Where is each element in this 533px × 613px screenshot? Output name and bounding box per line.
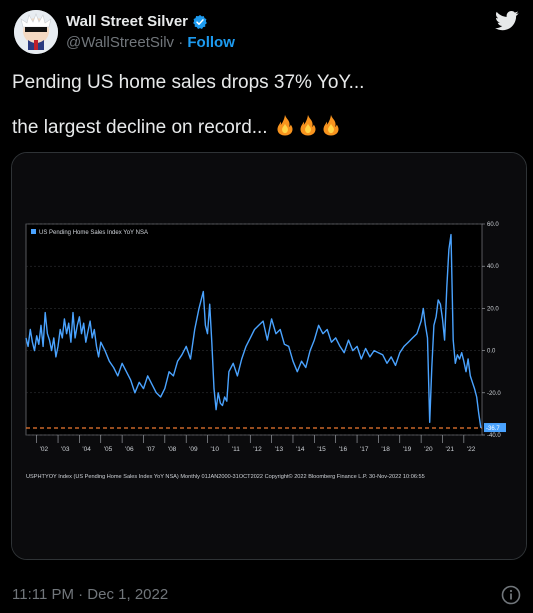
fire-icon (297, 114, 319, 144)
author-handle[interactable]: @WallStreetSilv (66, 34, 175, 51)
x-tick-label: '07 (146, 446, 155, 453)
x-tick-label: '16 (339, 446, 348, 453)
y-tick-label: -40.0 (487, 433, 501, 439)
tweet-media-card[interactable]: '02 '03 '04 '05 '06 '07 '08 '09 '10 '11 '12 '13 '14 '… (11, 152, 527, 560)
legend-label: US Pending Home Sales Index YoY NSA (39, 230, 148, 236)
tweet-timestamp[interactable]: 11:11 PM · Dec 1, 2022 (12, 586, 169, 603)
x-tick-label: '15 (317, 446, 326, 453)
info-icon[interactable] (501, 585, 521, 605)
fire-icon (274, 114, 296, 144)
x-tick-label: '08 (168, 446, 177, 453)
y-tick-label: 20.0 (487, 306, 499, 312)
x-tick-label: '20 (424, 446, 433, 453)
y-tick-label: 0.0 (487, 349, 496, 355)
x-tick-label: '13 (275, 446, 284, 453)
y-tick-label: 40.0 (487, 264, 499, 270)
x-tick-label: '21 (445, 446, 454, 453)
legend-swatch (31, 229, 36, 234)
x-tick-label: '18 (381, 446, 390, 453)
twitter-bird-icon[interactable] (495, 10, 519, 32)
grid-lines (26, 223, 482, 436)
x-tick-label: '14 (296, 446, 305, 453)
separator-dot: · (178, 34, 184, 51)
last-value-label: -36.7 (486, 426, 500, 432)
x-tick-label: '05 (104, 446, 113, 453)
avatar[interactable] (14, 10, 58, 54)
follow-button[interactable]: Follow (187, 34, 235, 51)
avatar-image (14, 10, 58, 54)
x-tick-label: '17 (360, 446, 369, 453)
y-axis-ticks: 60.0 40.0 20.0 0.0 -20.0 -40.0 (482, 222, 501, 439)
x-tick-label: '22 (467, 446, 476, 453)
x-tick-label: '04 (82, 446, 91, 453)
verified-badge-icon (192, 14, 208, 30)
x-tick-label: '03 (61, 446, 70, 453)
series-line (25, 233, 482, 429)
tweet-text: Pending US home sales drops 37% YoY... t… (12, 70, 522, 144)
tweet-line-1: Pending US home sales drops 37% YoY... (12, 72, 365, 93)
x-tick-label: '10 (211, 446, 220, 453)
tweet-line-2: the largest decline on record... (12, 117, 268, 138)
x-tick-label: '19 (403, 446, 412, 453)
author-display-name-row[interactable]: Wall Street Silver (66, 13, 208, 30)
y-tick-label: 60.0 (487, 222, 499, 228)
tweet-line-2-container: the largest decline on record... (12, 114, 522, 144)
x-axis-ticks: '02 '03 '04 '05 '06 '07 '08 '09 '10 '11 '12 '13 '14 '… (36, 435, 476, 453)
x-tick-label: '11 (232, 446, 240, 453)
chart-image: '02 '03 '04 '05 '06 '07 '08 '09 '10 '11 '12 '13 '14 '… (12, 153, 526, 559)
x-tick-label: '02 (40, 446, 49, 453)
x-tick-label: '06 (125, 446, 134, 453)
author-handle-row: @WallStreetSilv · Follow (66, 34, 235, 51)
x-tick-label: '09 (189, 446, 198, 453)
chart-footer-note: USPHTYOY Index (US Pending Home Sales In… (26, 473, 425, 480)
fire-icon (320, 114, 342, 144)
author-display-name[interactable]: Wall Street Silver (66, 13, 188, 30)
last-value-badge: -36.7 (484, 423, 506, 433)
y-tick-label: -20.0 (487, 391, 501, 397)
x-tick-label: '12 (253, 446, 262, 453)
